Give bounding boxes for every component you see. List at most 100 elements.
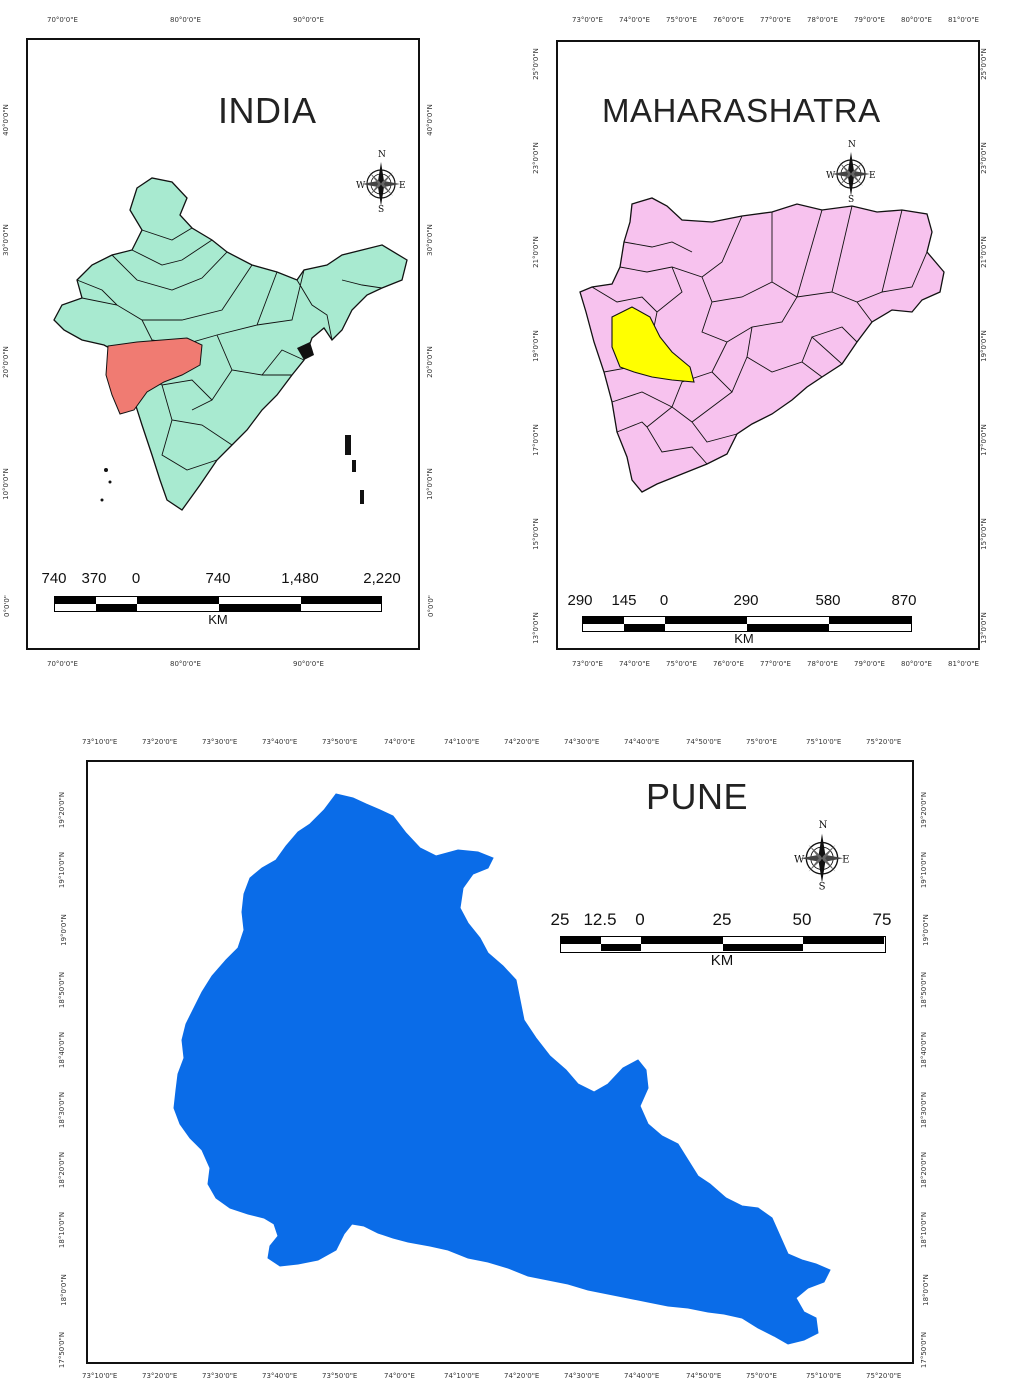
india-map-frame: INDIA N S W E [26, 38, 420, 650]
pune-bottom-tick: 73°10'0"E [82, 1372, 118, 1380]
maharashtra-landmass [579, 197, 945, 493]
maharashtra-bottom-tick: 75°0'0"E [666, 660, 697, 668]
pune-top-tick: 73°20'0"E [142, 738, 178, 746]
maharashtra-scale-label-5: 870 [891, 592, 917, 609]
maharashtra-bottom-tick: 78°0'0"E [807, 660, 838, 668]
pune-left-tick: 19°10'0"N [58, 851, 67, 889]
pune-map-frame: PUNE N S W E 25 12.5 0 25 50 75 [86, 760, 914, 1364]
compass-west-label: W [356, 181, 366, 191]
maharashtra-top-tick: 77°0'0"E [760, 16, 791, 24]
pune-top-tick: 75°0'0"E [746, 738, 777, 746]
pune-top-tick: 74°30'0"E [564, 738, 600, 746]
maharashtra-map-shape [579, 197, 945, 493]
maharashtra-top-tick: 73°0'0"E [572, 16, 603, 24]
pune-left-tick: 17°50'0"N [58, 1331, 67, 1369]
pune-bottom-tick: 73°20'0"E [142, 1372, 178, 1380]
pune-scale-unit: KM [710, 952, 734, 969]
maharashtra-left-tick: 13°0'0"N [531, 612, 540, 644]
maharashtra-scale-label-1: 145 [611, 592, 637, 609]
india-maharashtra-highlight [105, 337, 203, 415]
maharashtra-left-tick: 21°0'0"N [531, 236, 540, 268]
maharashtra-scale-bar: 290 145 0 290 580 870 KM [567, 590, 917, 650]
pune-left-tick: 18°10'0"N [58, 1211, 67, 1249]
pune-top-tick: 74°0'0"E [384, 738, 415, 746]
pune-bottom-tick: 73°40'0"E [262, 1372, 298, 1380]
pune-right-tick: 19°10'0"N [920, 851, 929, 889]
india-landmass [53, 177, 408, 511]
maharashtra-top-tick: 74°0'0"E [619, 16, 650, 24]
maharashtra-pune-highlight [611, 306, 695, 383]
pune-scale-label-1: 12.5 [583, 910, 617, 929]
india-top-tick: 80°0'0"E [170, 16, 201, 24]
pune-scale-label-4: 50 [792, 910, 812, 929]
pune-right-tick: 17°50'0"N [920, 1331, 929, 1369]
maharashtra-left-tick: 17°0'0"N [531, 424, 540, 456]
india-map-panel: INDIA N S W E [0, 0, 470, 690]
pune-top-tick: 74°10'0"E [444, 738, 480, 746]
pune-top-tick: 74°20'0"E [504, 738, 540, 746]
pune-bottom-tick: 74°20'0"E [504, 1372, 540, 1380]
pune-bottom-tick: 75°20'0"E [866, 1372, 902, 1380]
india-right-tick: 40°0'0"N [425, 104, 434, 136]
pune-right-tick: 18°40'0"N [920, 1031, 929, 1069]
pune-scale-label-3: 25 [712, 910, 732, 929]
pune-bottom-tick: 74°10'0"E [444, 1372, 480, 1380]
pune-top-tick: 73°30'0"E [202, 738, 238, 746]
maharashtra-right-tick: 15°0'0"N [979, 518, 988, 550]
pune-scale-label-2: 0 [635, 910, 645, 929]
india-right-tick: 0°0'0" [427, 594, 436, 618]
pune-right-tick: 19°0'0"N [921, 914, 930, 946]
india-scale-label-3: 740 [205, 570, 231, 587]
india-right-tick: 30°0'0"N [425, 224, 434, 256]
compass-south-label: S [848, 195, 854, 204]
pune-district-landmass [173, 793, 831, 1345]
maharashtra-right-tick: 21°0'0"N [979, 236, 988, 268]
india-bottom-tick: 80°0'0"E [170, 660, 201, 668]
maharashtra-bottom-tick: 79°0'0"E [854, 660, 885, 668]
pune-bottom-tick: 75°0'0"E [746, 1372, 777, 1380]
india-title: INDIA [218, 90, 317, 131]
india-left-tick: 20°0'0"N [1, 346, 10, 378]
pune-left-tick: 18°40'0"N [58, 1031, 67, 1069]
pune-scale-bar: 25 12.5 0 25 50 75 KM [551, 908, 894, 970]
india-right-tick: 20°0'0"N [425, 346, 434, 378]
maharashtra-left-tick: 23°0'0"N [531, 142, 540, 174]
maharashtra-left-tick: 15°0'0"N [531, 518, 540, 550]
compass-rose-icon: N S W E [826, 140, 876, 204]
pune-left-tick: 18°20'0"N [58, 1151, 67, 1189]
maharashtra-right-tick: 19°0'0"N [979, 330, 988, 362]
pune-right-tick: 18°30'0"N [920, 1091, 929, 1129]
compass-west-label: W [826, 171, 836, 181]
pune-bottom-tick: 74°30'0"E [564, 1372, 600, 1380]
pune-left-tick: 18°0'0"N [59, 1274, 68, 1306]
pune-top-tick: 75°20'0"E [866, 738, 902, 746]
india-scale-label-2: 0 [131, 570, 141, 587]
maharashtra-left-tick: 25°0'0"N [531, 48, 540, 80]
india-map-shape [53, 177, 408, 511]
india-bottom-tick: 90°0'0"E [293, 660, 324, 668]
india-bottom-tick: 70°0'0"E [47, 660, 78, 668]
compass-east-label: E [842, 855, 849, 866]
maharashtra-right-tick: 25°0'0"N [979, 48, 988, 80]
india-left-tick: 30°0'0"N [1, 224, 10, 256]
pune-bottom-tick: 73°50'0"E [322, 1372, 358, 1380]
compass-north-label: N [378, 150, 386, 160]
pune-bottom-tick: 73°30'0"E [202, 1372, 238, 1380]
pune-bottom-tick: 74°0'0"E [384, 1372, 415, 1380]
maharashtra-bottom-tick: 80°0'0"E [901, 660, 932, 668]
maharashtra-scale-unit: KM [734, 631, 754, 646]
maharashtra-top-tick: 81°0'0"E [948, 16, 979, 24]
india-right-tick: 10°0'0"N [425, 468, 434, 500]
compass-north-label: N [819, 820, 828, 831]
india-left-tick: 0°0'0" [3, 594, 12, 618]
pune-left-tick: 18°30'0"N [58, 1091, 67, 1129]
pune-map-shape [173, 793, 831, 1345]
compass-rose-icon: N S W E [794, 820, 850, 892]
maharashtra-bottom-tick: 76°0'0"E [713, 660, 744, 668]
pune-left-tick: 18°50'0"N [58, 971, 67, 1009]
compass-rose-icon: N S W E [356, 150, 406, 214]
pune-bottom-tick: 74°50'0"E [686, 1372, 722, 1380]
pune-right-tick: 18°20'0"N [920, 1151, 929, 1189]
maharashtra-map-panel: MAHARASHATRA N S W E 290 145 0 29 [520, 0, 1011, 690]
pune-top-tick: 74°50'0"E [686, 738, 722, 746]
